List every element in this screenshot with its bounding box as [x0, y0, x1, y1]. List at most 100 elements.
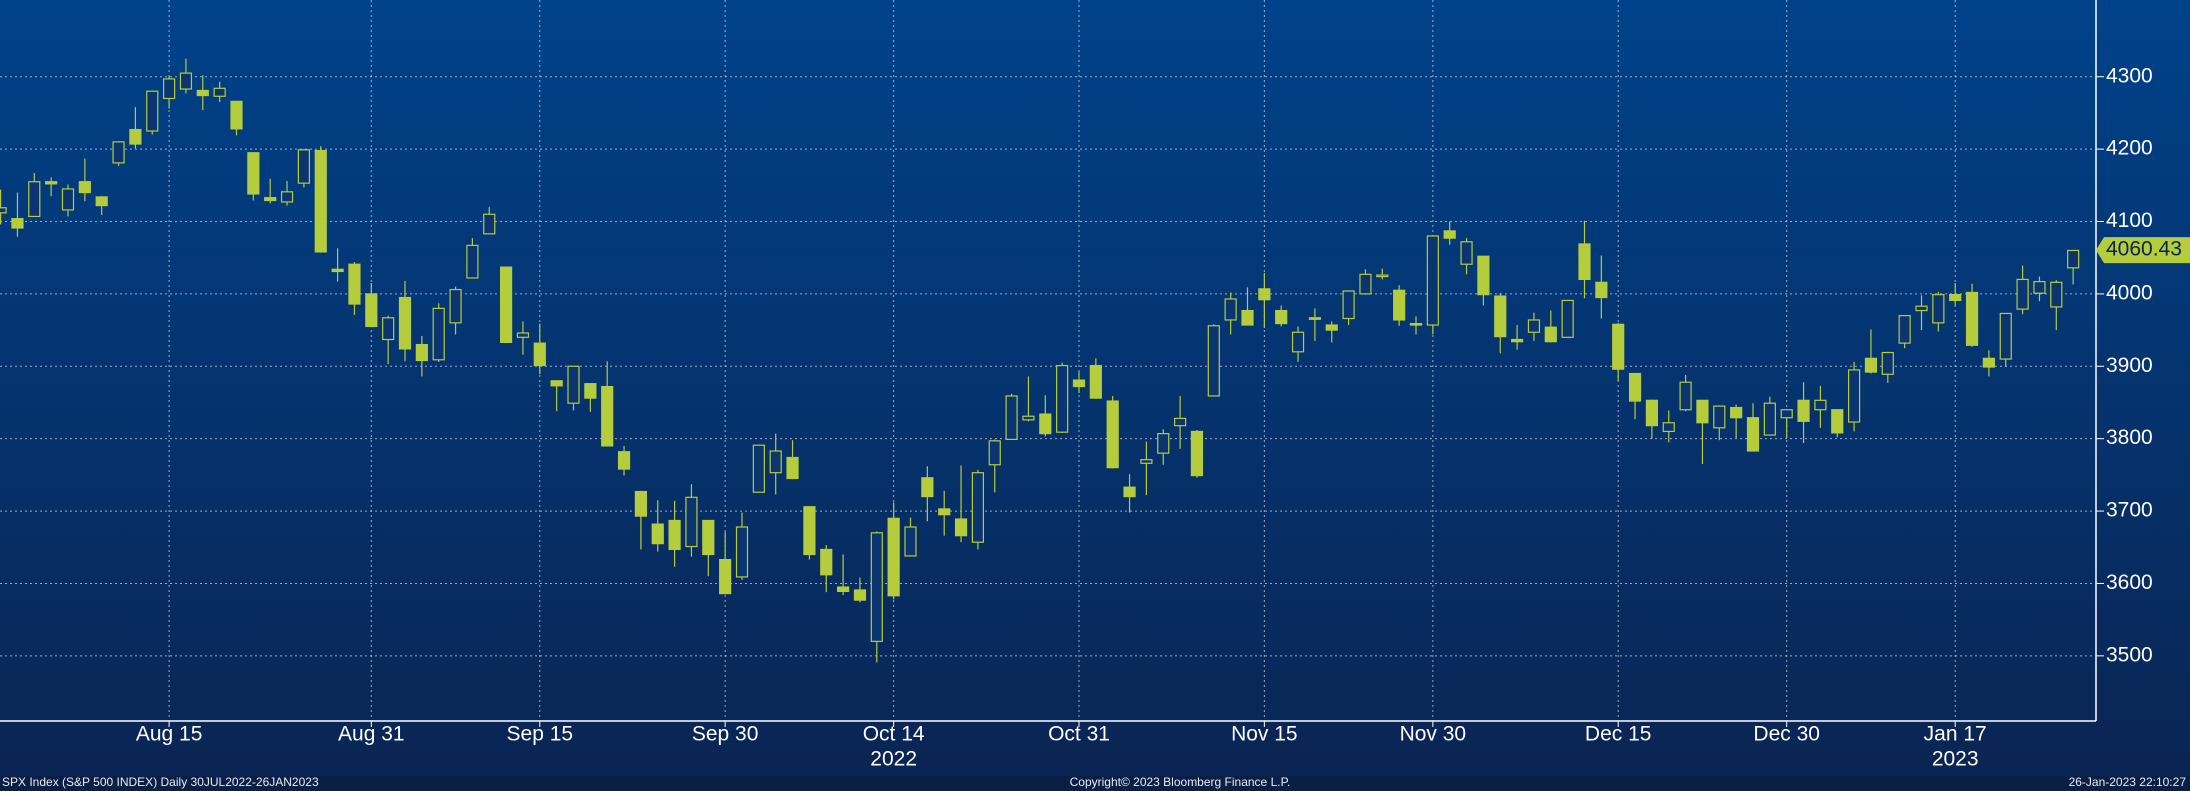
candle-body: [1999, 312, 2012, 360]
y-tick-label: 4100: [2106, 209, 2153, 232]
candle-body: [634, 490, 648, 517]
candle-body: [230, 100, 243, 130]
x-tick-label: Nov 15: [1231, 723, 1298, 746]
candle-body: [1106, 400, 1119, 469]
candle-body: [1915, 305, 1928, 312]
candle-body: [1561, 299, 1574, 338]
candle-body: [1831, 409, 1844, 434]
candle-body: [2033, 280, 2046, 294]
candle-body: [1460, 241, 1473, 265]
candle-body: [1746, 417, 1760, 452]
candle-body: [1982, 357, 1996, 368]
candle-body: [1291, 331, 1305, 353]
candle-body: [1426, 235, 1439, 326]
x-year-label: 2022: [870, 748, 917, 771]
candle-body: [1157, 433, 1170, 454]
candle-body: [1393, 289, 1406, 321]
candle-body: [1645, 399, 1659, 427]
candle-body: [836, 586, 850, 593]
candle-body: [1612, 323, 1625, 370]
candle-body: [297, 149, 310, 184]
candle-body: [213, 87, 226, 97]
candle-body: [163, 78, 176, 100]
y-tick-label: 3500: [2106, 643, 2153, 666]
footer-center: Copyright© 2023 Bloomberg Finance L.P.: [1070, 775, 1291, 789]
candle-body: [483, 213, 496, 235]
candle-body: [550, 380, 563, 387]
candle-body: [1224, 298, 1237, 321]
candle-body: [1089, 364, 1102, 399]
candle-body: [95, 196, 108, 207]
candle-body: [668, 519, 681, 551]
candle-body: [466, 244, 479, 279]
y-tick-label: 3900: [2106, 354, 2153, 377]
candle-body: [1713, 405, 1726, 429]
candle-body: [1949, 294, 1962, 302]
candle-body: [398, 296, 412, 350]
last-price-flag: [2096, 237, 2190, 264]
candle-body: [1376, 274, 1389, 278]
candle-body: [1140, 459, 1153, 464]
candle-body: [584, 383, 597, 399]
candle-body: [365, 293, 378, 328]
candle-body: [1864, 357, 1878, 373]
candle-body: [500, 266, 513, 344]
candle-body: [1510, 338, 1524, 343]
candle-body: [1527, 319, 1541, 333]
candle-body: [1039, 413, 1052, 435]
candle-body: [1056, 364, 1069, 433]
candle-body: [1932, 294, 1945, 324]
candle-body: [129, 128, 142, 145]
candle-body: [735, 526, 749, 578]
candle-body: [533, 342, 546, 367]
footer-bar: [0, 776, 2190, 791]
candle-body: [1477, 255, 1490, 296]
x-tick-label: Oct 14: [863, 723, 925, 746]
candle-body: [853, 589, 867, 601]
x-tick-label: Sep 30: [692, 723, 759, 746]
candle-body: [1595, 281, 1608, 299]
candle-body: [617, 451, 631, 470]
candle-body: [870, 532, 883, 642]
candle-body: [1072, 379, 1086, 388]
candle-body: [1898, 315, 1911, 344]
x-tick-label: Sep 15: [507, 723, 574, 746]
y-tick-label: 3600: [2106, 571, 2153, 594]
y-tick-label: 4000: [2106, 281, 2153, 304]
candle-body: [196, 89, 209, 97]
candle-body: [1814, 399, 1827, 411]
candle-body: [786, 456, 799, 480]
y-tick-label: 4300: [2106, 64, 2153, 87]
candle-body: [264, 197, 277, 202]
candle-body: [651, 523, 664, 545]
candle-body: [1662, 422, 1675, 433]
candle-body: [1847, 369, 1861, 423]
candle-body: [1628, 372, 1642, 402]
candle-body: [432, 307, 445, 361]
candle-body: [601, 385, 614, 447]
candle-body: [567, 365, 580, 404]
candle-body: [803, 506, 816, 556]
candle-body: [1241, 309, 1254, 326]
candle-body: [1325, 324, 1338, 331]
candle-body: [1730, 406, 1743, 419]
candle-body: [1696, 399, 1709, 424]
candle-body: [78, 181, 91, 194]
candle-body: [45, 181, 58, 185]
candle-body: [971, 472, 985, 543]
candle-body: [280, 191, 294, 203]
candle-body: [719, 558, 732, 595]
candle-body: [988, 440, 1001, 466]
x-tick-label: Aug 31: [338, 723, 405, 746]
candle-body: [685, 496, 698, 548]
candle-body: [1780, 409, 1793, 419]
candle-body: [1207, 325, 1220, 397]
candle-body: [769, 450, 782, 474]
candle-body: [179, 72, 193, 90]
x-year-label: 2023: [1932, 748, 1979, 771]
candle-body: [11, 218, 24, 229]
candle-body: [1443, 230, 1456, 239]
candle-body: [1679, 381, 1692, 411]
candle-body: [348, 263, 361, 305]
footer-right: 26-Jan-2023 22:10:27: [2069, 775, 2187, 789]
